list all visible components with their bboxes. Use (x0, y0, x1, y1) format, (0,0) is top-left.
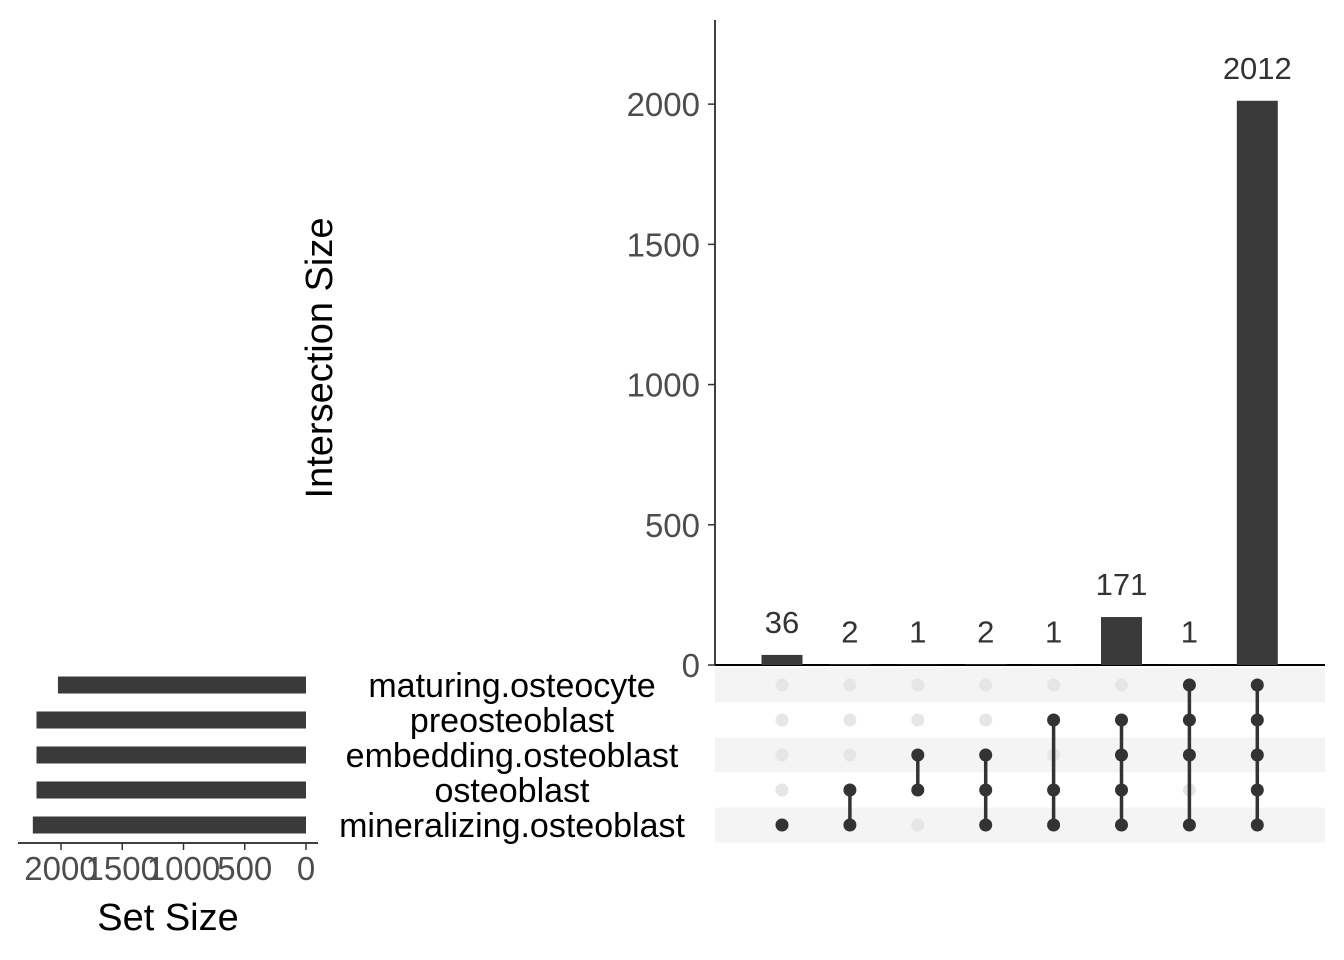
intersection-bar-label: 36 (765, 605, 799, 640)
matrix-dot-inactive (843, 748, 857, 762)
set-size-axis-title: Set Size (97, 897, 239, 939)
y-axis-title: Intersection Size (299, 218, 341, 499)
y-tick-label: 2000 (627, 86, 700, 123)
intersection-bar (1101, 617, 1142, 665)
set-size-tick-label: 500 (217, 850, 272, 887)
matrix-dot-active (1182, 678, 1196, 692)
y-tick-label: 500 (645, 507, 700, 544)
intersection-bar (965, 664, 1007, 665)
matrix-dot-active (775, 818, 789, 832)
set-size-bars (32, 676, 306, 834)
set-label: embedding.osteoblast (346, 737, 679, 775)
matrix-dot-inactive (979, 713, 993, 727)
matrix-stripe (715, 667, 1325, 703)
matrix-dot-active (1250, 818, 1264, 832)
set-size-tick-label: 1000 (147, 850, 220, 887)
matrix-dot-active (979, 783, 993, 797)
intersection-bar-label: 2 (841, 614, 858, 649)
matrix-dot-active (843, 818, 857, 832)
matrix-dot-inactive (775, 713, 789, 727)
set-size-bar (36, 746, 306, 764)
matrix-dot-active (1182, 713, 1196, 727)
matrix-dot-active (1250, 678, 1264, 692)
y-tick-label: 0 (682, 647, 700, 684)
matrix-dot-inactive (911, 818, 925, 832)
intersection-axes (714, 20, 1325, 666)
set-label: preosteoblast (410, 702, 615, 740)
matrix-dot-inactive (979, 678, 993, 692)
matrix-dot-active (1047, 818, 1061, 832)
set-size-tick-label: 1500 (86, 850, 159, 887)
matrix-dot-inactive (911, 713, 925, 727)
intersection-bar-labels: 36 2 1 2 1 171 1 2012 (765, 51, 1292, 650)
intersection-bar-label: 1 (1181, 615, 1198, 650)
intersection-bar (829, 664, 871, 665)
intersection-bar-label: 171 (1096, 567, 1148, 602)
y-tick-label: 1500 (627, 226, 700, 263)
set-label: maturing.osteocyte (368, 667, 655, 705)
matrix-dot-active (1250, 713, 1264, 727)
matrix-dot-active (1115, 818, 1128, 832)
matrix-dot-inactive (1115, 678, 1128, 692)
set-size-tick-label: 2000 (24, 850, 97, 887)
matrix-dot-active (911, 783, 925, 797)
matrix-dot-active (1047, 783, 1061, 797)
set-label: mineralizing.osteoblast (339, 807, 685, 845)
matrix-dot-active (1182, 748, 1196, 762)
set-size-bar (32, 816, 306, 834)
matrix-dot-active (979, 818, 993, 832)
matrix-stripes (715, 667, 1325, 843)
intersection-bar-label: 1 (909, 615, 926, 650)
intersection-bar-label: 1 (1045, 615, 1062, 650)
intersection-bar-label: 2012 (1223, 51, 1292, 86)
matrix-stripe (715, 737, 1325, 773)
matrix-dot-active (1250, 748, 1264, 762)
intersection-matrix (775, 678, 1264, 832)
matrix-stripe (715, 807, 1325, 843)
y-ticks: 0 500 1000 1500 2000 (627, 86, 715, 684)
matrix-dot-inactive (911, 678, 925, 692)
matrix-dot-inactive (775, 783, 789, 797)
matrix-dot-inactive (775, 678, 789, 692)
y-tick-label: 1000 (627, 367, 700, 404)
intersection-bars (761, 100, 1278, 666)
set-size-bar (57, 676, 306, 694)
set-label: osteoblast (435, 772, 591, 810)
set-size-tick-label: 0 (297, 850, 315, 887)
matrix-dot-active (1250, 783, 1264, 797)
set-size-bar (36, 781, 306, 799)
matrix-dot-active (1115, 748, 1128, 762)
matrix-dot-active (1182, 818, 1196, 832)
matrix-dot-active (843, 783, 857, 797)
intersection-bar (1236, 100, 1278, 666)
matrix-dot-inactive (1047, 678, 1061, 692)
matrix-dot-active (1115, 783, 1128, 797)
intersection-bar-label: 2 (977, 614, 994, 649)
matrix-dot-inactive (843, 713, 857, 727)
set-labels: maturing.osteocytepreosteoblastembedding… (339, 667, 685, 845)
matrix-dot-active (979, 748, 993, 762)
matrix-dot-inactive (775, 748, 789, 762)
set-size-bar (36, 711, 306, 729)
matrix-dot-inactive (843, 678, 857, 692)
matrix-dot-active (1115, 713, 1128, 727)
matrix-dot-active (911, 748, 925, 762)
matrix-dot-active (1047, 713, 1061, 727)
intersection-bar (761, 654, 803, 665)
